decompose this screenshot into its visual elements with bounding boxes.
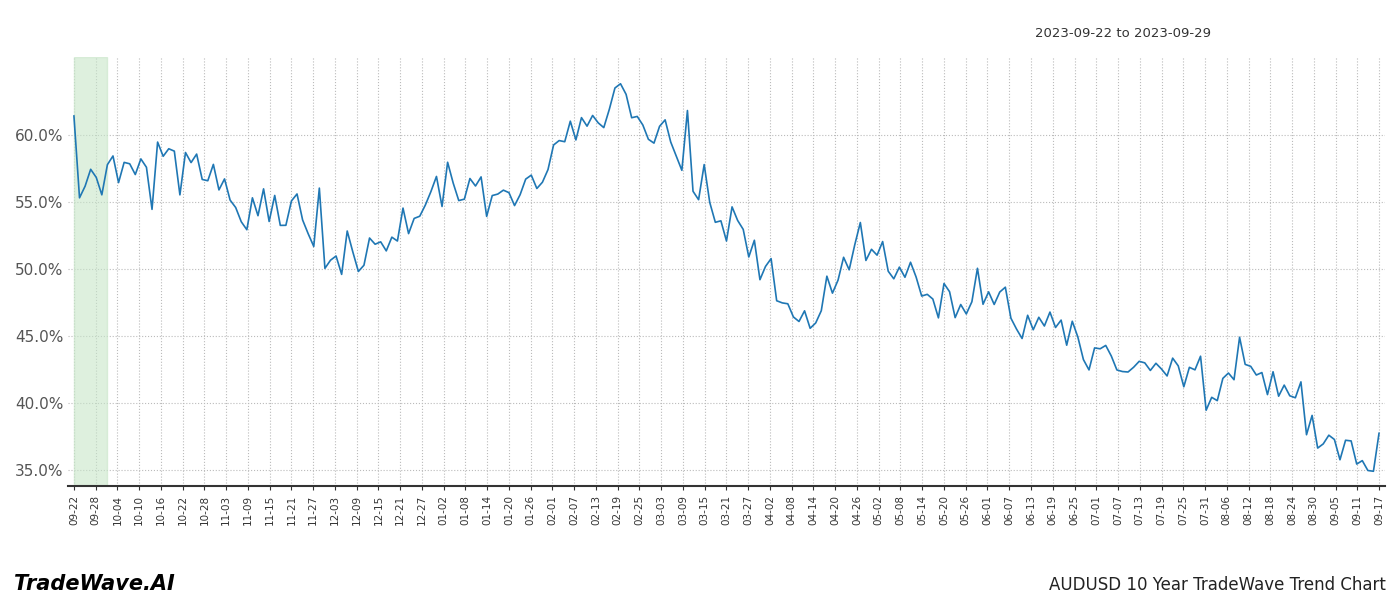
Text: AUDUSD 10 Year TradeWave Trend Chart: AUDUSD 10 Year TradeWave Trend Chart [1049,576,1386,594]
Text: TradeWave.AI: TradeWave.AI [14,574,175,594]
Text: 2023-09-22 to 2023-09-29: 2023-09-22 to 2023-09-29 [1035,27,1211,40]
Bar [74,57,108,486]
